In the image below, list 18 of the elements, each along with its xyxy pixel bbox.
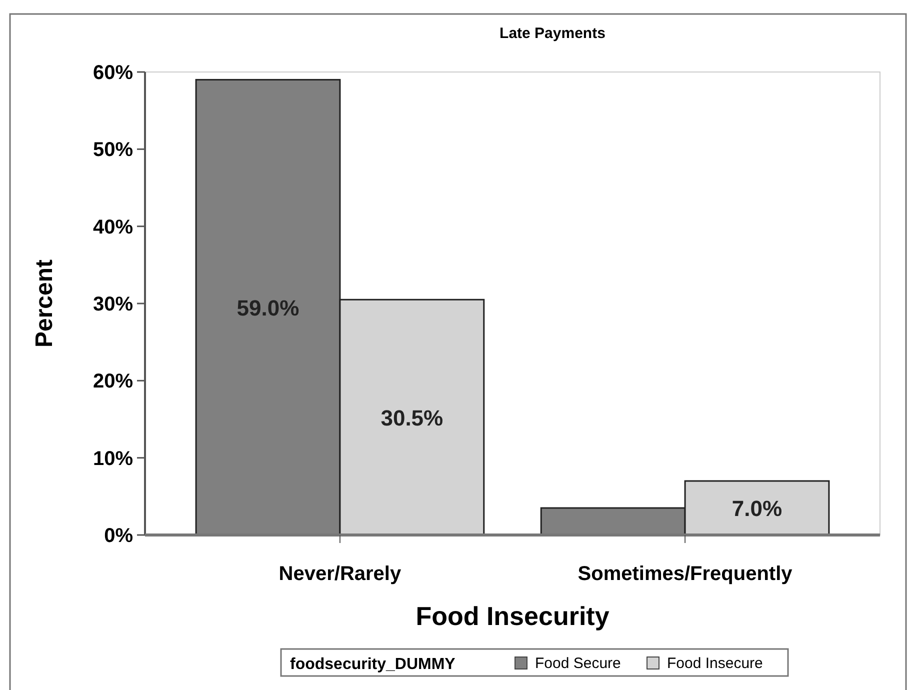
legend-title: foodsecurity_DUMMY <box>290 656 456 673</box>
y-tick-label: 20% <box>92 370 134 393</box>
data-label: 59.0% <box>236 295 300 320</box>
y-tick-label: 60% <box>92 62 134 84</box>
legend-label: Food Insecure <box>667 655 763 672</box>
legend-label: Food Secure <box>535 655 621 672</box>
y-tick-label: 50% <box>92 139 134 162</box>
data-label: 7.0% <box>732 496 782 521</box>
y-tick-label: 10% <box>92 448 134 470</box>
data-label: 30.5% <box>380 405 444 430</box>
chart-title: Late Payments <box>500 25 606 42</box>
y-tick-label: 0% <box>104 525 134 547</box>
y-tick-label: 40% <box>92 216 134 238</box>
x-tick-label: Never/Rarely <box>278 563 402 585</box>
y-axis-title: Percent <box>31 259 58 348</box>
x-tick-label: Sometimes/Frequently <box>578 563 794 585</box>
x-axis-title: Food Insecurity <box>416 601 610 631</box>
y-tick-label: 30% <box>92 294 134 316</box>
